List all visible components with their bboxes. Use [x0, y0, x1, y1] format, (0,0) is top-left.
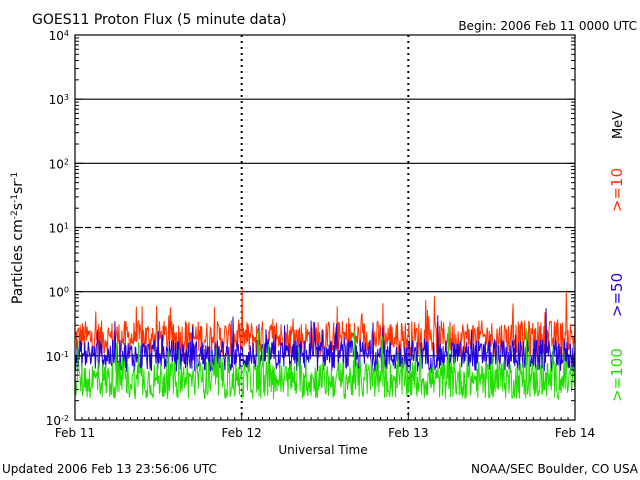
y-tick-label-5: 103 [49, 93, 69, 108]
legend-entry-1: >=50 [608, 273, 626, 317]
y-tick-label-2: 100 [49, 285, 69, 300]
y-tick-label-6: 104 [49, 29, 69, 44]
y-tick-label-0: 10-2 [46, 414, 69, 429]
legend-entry-0: >=10 [608, 168, 626, 212]
footer-updated: Updated 2006 Feb 13 23:56:06 UTC [2, 462, 217, 476]
y-tick-label-3: 101 [49, 221, 69, 236]
series-line-2 [74, 326, 576, 401]
x-axis-label: Universal Time [278, 443, 367, 457]
legend-entry-2: >=100 [608, 348, 626, 402]
chart-title: GOES11 Proton Flux (5 minute data) [32, 12, 287, 28]
y-tick-label-1: 10-1 [46, 349, 69, 364]
footer-credit: NOAA/SEC Boulder, CO USA [471, 462, 639, 476]
x-tick-label-0: Feb 11 [55, 426, 95, 440]
series-line-0 [74, 289, 576, 357]
y-axis-label: Particles cm-2s-1sr-1 [10, 172, 26, 304]
legend-unit: MeV [611, 111, 626, 139]
x-tick-label-3: Feb 14 [555, 426, 595, 440]
begin-label: Begin: 2006 Feb 11 0000 UTC [458, 19, 637, 33]
x-tick-label-1: Feb 12 [221, 426, 261, 440]
y-tick-label-4: 102 [49, 157, 69, 172]
x-tick-label-2: Feb 13 [388, 426, 428, 440]
